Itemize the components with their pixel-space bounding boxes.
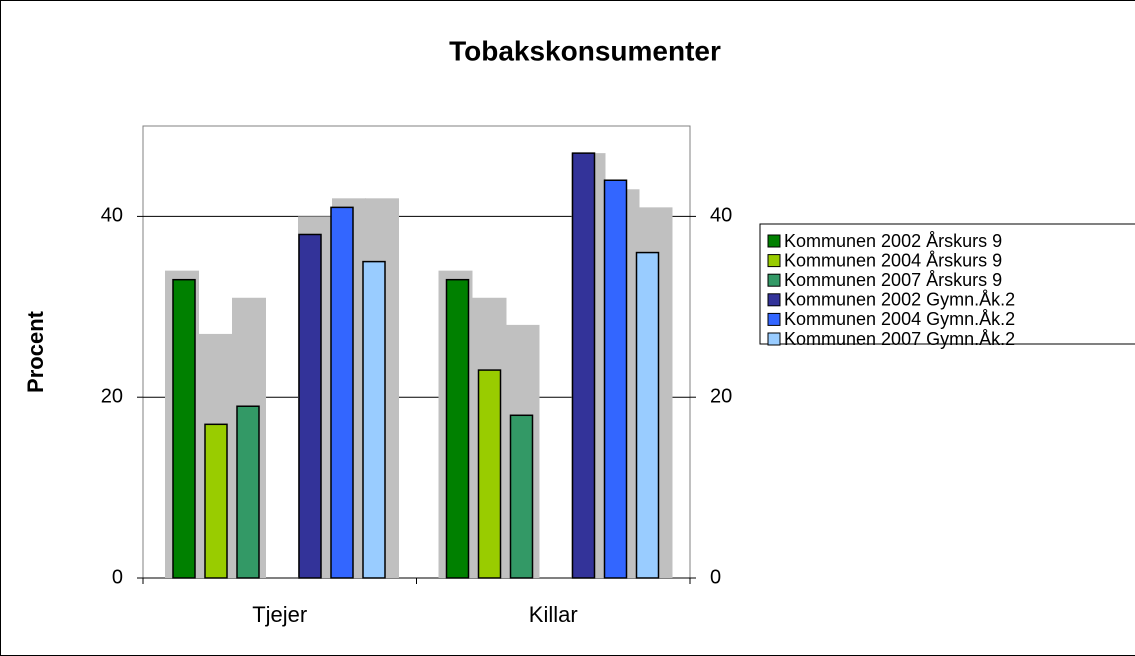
legend-swatch — [767, 312, 781, 326]
bar — [571, 152, 596, 579]
bar — [362, 260, 386, 579]
bar — [298, 233, 322, 579]
y2-tick-label: 40 — [710, 205, 732, 227]
y-axis-label: Procent — [23, 310, 48, 393]
bar — [445, 278, 470, 579]
bar — [172, 278, 196, 579]
legend-label: Kommunen 2007 Årskurs 9 — [784, 270, 1002, 290]
legend-label: Kommunen 2004 Årskurs 9 — [784, 250, 1002, 270]
bar — [509, 414, 534, 579]
legend-swatch — [767, 332, 781, 346]
legend-swatch — [767, 234, 781, 248]
legend-label: Kommunen 2002 Gymn.Åk.2 — [784, 290, 1015, 310]
bar — [603, 179, 628, 579]
bar — [635, 251, 660, 579]
legend-box — [759, 223, 1135, 345]
chart-title: Tobakskonsumenter — [449, 35, 721, 66]
y-tick-label: 0 — [112, 566, 123, 588]
legend-label: Kommunen 2007 Gymn.Åk.2 — [784, 329, 1015, 349]
x-tick-label: Tjejer — [252, 602, 307, 627]
bar — [330, 206, 354, 579]
legend-label: Kommunen 2004 Gymn.Åk.2 — [784, 309, 1015, 329]
y-tick-label: 40 — [101, 205, 123, 227]
legend-label: Kommunen 2002 Årskurs 9 — [784, 231, 1002, 251]
bar — [477, 369, 502, 579]
y2-tick-label: 20 — [710, 385, 732, 407]
y2-tick-label: 0 — [710, 566, 721, 588]
bar — [204, 423, 228, 579]
bar — [236, 405, 260, 579]
y-tick-label: 20 — [101, 385, 123, 407]
legend-swatch — [767, 293, 781, 307]
legend-swatch — [767, 273, 781, 287]
legend-swatch — [767, 254, 781, 268]
x-tick-label: Killar — [529, 602, 578, 627]
